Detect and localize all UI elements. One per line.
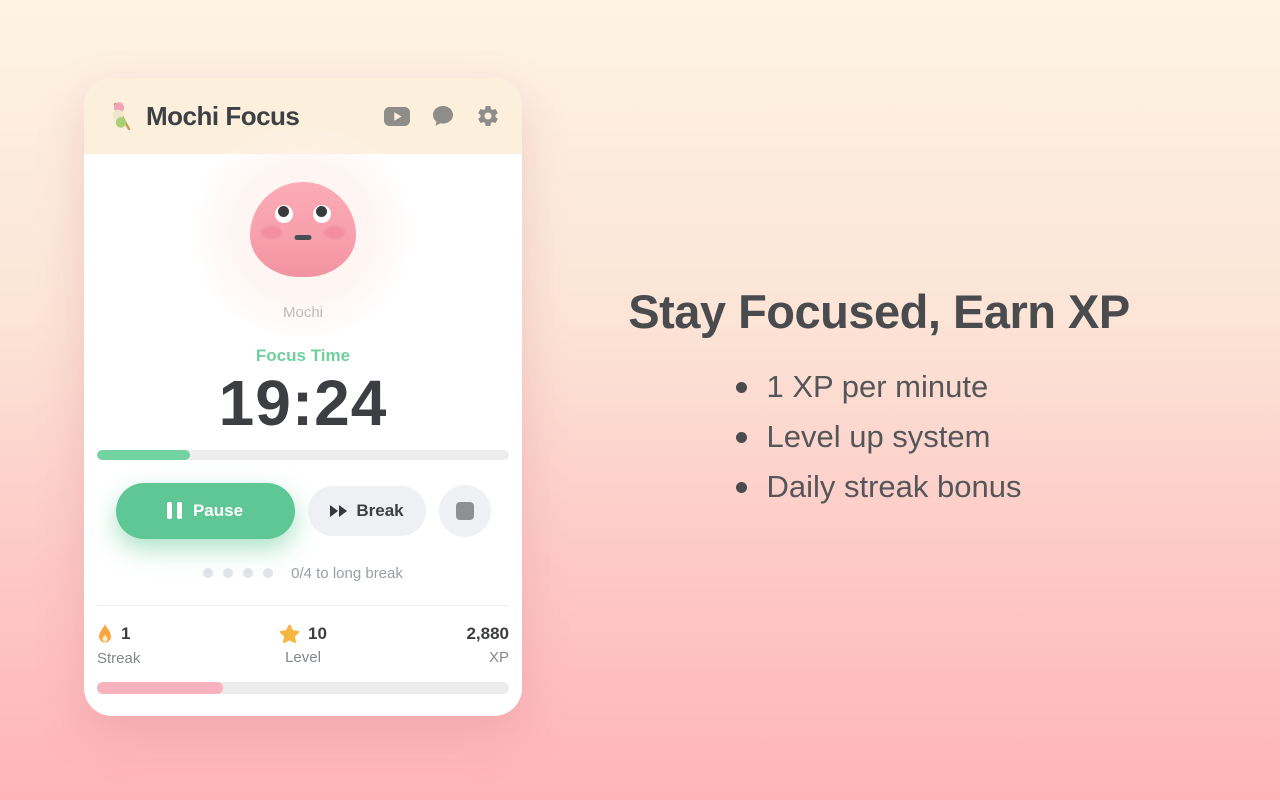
streak-stat: 1 Streak <box>97 623 234 667</box>
promo-bullet: Daily streak bonus <box>736 469 1021 505</box>
cycle-label: 0/4 to long break <box>291 564 403 582</box>
xp-label: XP <box>488 648 509 666</box>
app-title: Mochi Focus <box>146 100 300 131</box>
promo-bullet-list: 1 XP per minute Level up system Daily st… <box>736 369 1021 519</box>
cycle-dot <box>263 568 274 579</box>
mochi-left-eye <box>275 205 293 223</box>
pause-button-label: Pause <box>192 500 244 520</box>
pause-button[interactable]: Pause <box>115 482 295 539</box>
cycle-indicator: 0/4 to long break <box>203 565 403 582</box>
cycle-dot <box>203 568 214 579</box>
xp-progress-fill <box>97 681 223 694</box>
focus-progress-fill <box>97 449 190 460</box>
settings-icon[interactable] <box>476 104 500 128</box>
mochi-mouth <box>294 235 312 240</box>
star-icon <box>279 624 300 644</box>
flame-icon <box>97 623 113 645</box>
mochi-face <box>250 182 356 277</box>
break-button-label: Break <box>356 500 404 520</box>
stats-row: 1 Streak 10 Level 2,880 <box>97 623 509 667</box>
chat-icon[interactable] <box>431 104 455 128</box>
dango-icon <box>106 101 134 131</box>
streak-value: 1 <box>121 624 131 644</box>
session-label: Focus Time <box>255 346 351 365</box>
stop-button[interactable] <box>438 484 491 537</box>
level-value: 10 <box>308 623 327 643</box>
divider <box>97 604 509 606</box>
mochi-right-eye <box>313 205 331 223</box>
xp-stat: 2,880 XP <box>372 624 509 667</box>
xp-value: 2,880 <box>466 623 509 643</box>
youtube-icon[interactable] <box>384 106 410 126</box>
pause-icon <box>166 502 182 520</box>
level-label: Level <box>285 648 321 666</box>
promo-section: Stay Focused, Earn XP 1 XP per minute Le… <box>548 284 1210 519</box>
mochi-left-cheek <box>261 226 282 239</box>
mochi-character <box>183 127 423 337</box>
timer-display: 19:24 <box>218 367 388 439</box>
cycle-dot <box>223 568 234 579</box>
stop-icon <box>455 501 474 520</box>
level-stat: 10 Level <box>234 624 371 667</box>
timer-controls: Pause Break <box>115 482 491 539</box>
xp-progress-bar <box>97 681 509 694</box>
header-icons <box>384 104 500 128</box>
mochi-right-cheek <box>324 226 345 239</box>
app-card: Mochi Focus <box>84 78 522 716</box>
focus-progress-bar <box>97 449 509 460</box>
fast-forward-icon <box>329 504 348 518</box>
promo-bullet: Level up system <box>736 419 1021 455</box>
promo-bullet: 1 XP per minute <box>736 369 1021 405</box>
streak-label: Streak <box>97 649 141 667</box>
cycle-dot <box>243 568 254 579</box>
promo-heading: Stay Focused, Earn XP <box>628 285 1130 338</box>
break-button[interactable]: Break <box>307 485 426 536</box>
